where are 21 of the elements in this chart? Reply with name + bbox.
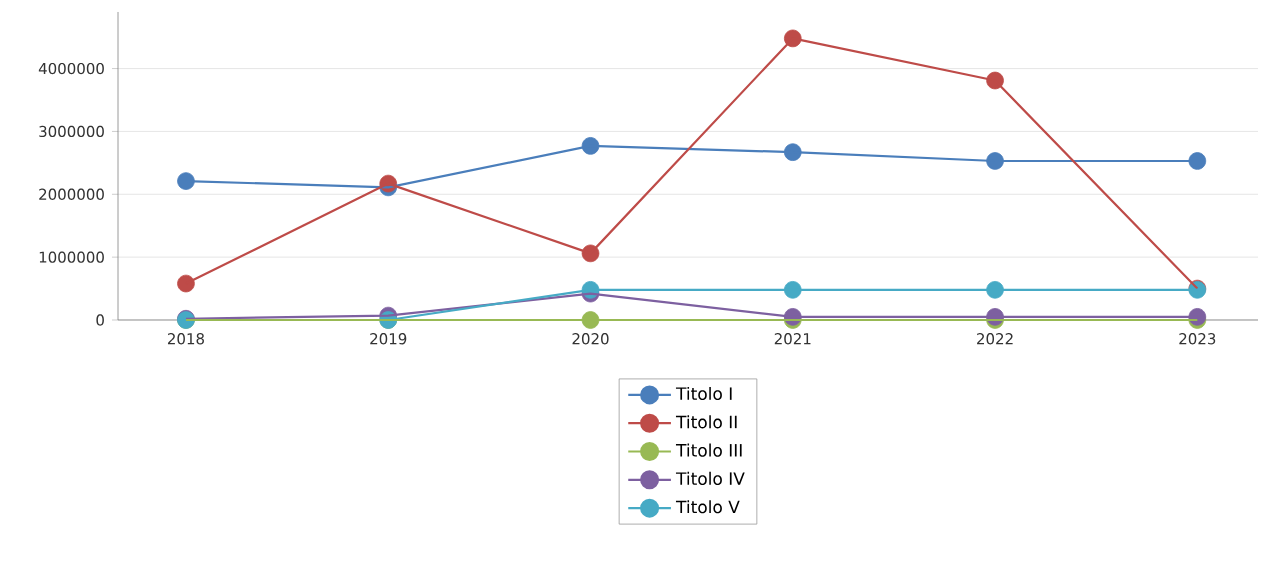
x-tick-label: 2021 xyxy=(774,333,811,345)
x-tick-label: 2022 xyxy=(977,333,1013,345)
point xyxy=(986,281,1004,299)
legend-label: Titolo I xyxy=(675,386,732,401)
point xyxy=(1188,152,1207,170)
x-tick-label: 2023 xyxy=(1179,333,1216,345)
point xyxy=(986,152,1004,170)
legend-label: Titolo III xyxy=(675,443,742,457)
y-tick-label: 4000000 xyxy=(38,62,104,75)
y-tick-label: 1000000 xyxy=(39,251,104,263)
x-tick-label: 2019 xyxy=(370,333,407,345)
x-tick-label: 2018 xyxy=(167,333,204,345)
point xyxy=(177,274,195,293)
point xyxy=(177,172,195,190)
y-tick-label: 0 xyxy=(96,314,104,326)
legend-label: Titolo V xyxy=(675,500,740,514)
legend-label: Titolo II xyxy=(675,415,737,429)
legend-label: Titolo IV xyxy=(675,471,745,486)
y-tick-label: 2000000 xyxy=(39,188,104,200)
x-tick-label: 2020 xyxy=(572,333,609,345)
y-tick-label: 3000000 xyxy=(39,125,104,138)
